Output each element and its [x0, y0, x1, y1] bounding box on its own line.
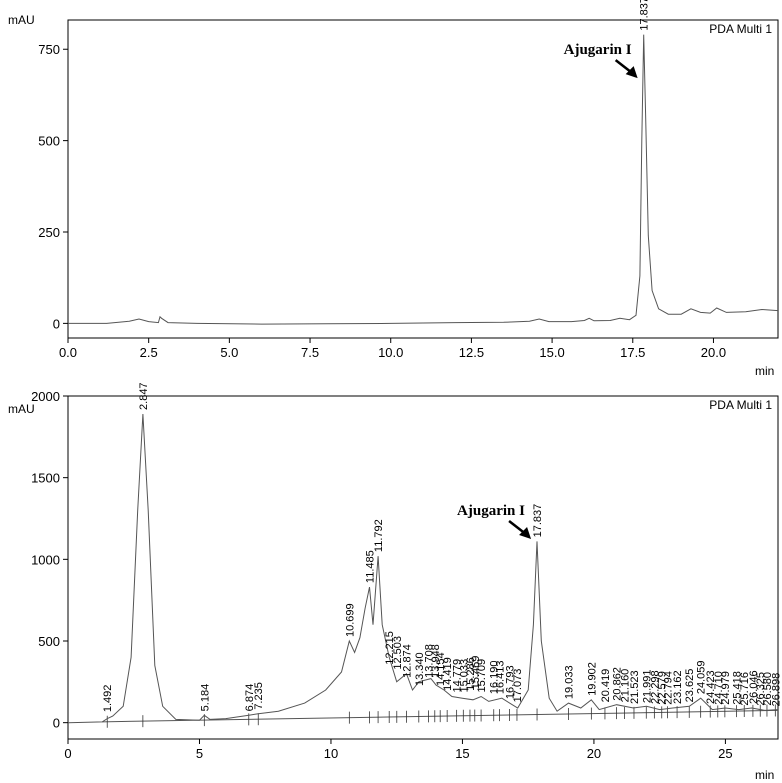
peak-retention-label: 5.184 — [199, 684, 211, 712]
y-unit-label: mAU — [8, 13, 35, 27]
peak-retention-label: 17.837 — [639, 0, 651, 31]
x-tick-label: 12.5 — [459, 345, 484, 360]
peak-retention-label: 7.235 — [253, 682, 265, 710]
compound-annotation: Ajugarin I — [564, 42, 638, 79]
y-ticks: 0 500 1000 1500 2000 — [31, 389, 68, 731]
x-tick-label: 7.5 — [301, 345, 319, 360]
y-tick-label: 250 — [38, 225, 60, 240]
y-tick-label: 500 — [38, 634, 60, 649]
y-ticks: 0 250 500 750 — [38, 42, 68, 331]
x-tick-label: 5.0 — [220, 345, 238, 360]
peak-retention-label: 6.874 — [244, 684, 256, 712]
y-tick-label: 500 — [38, 134, 60, 149]
x-tick-label: 0.0 — [59, 345, 77, 360]
y-tick-label: 0 — [53, 316, 60, 331]
x-unit-label: min — [755, 364, 774, 378]
peak-retention-label: 1.492 — [102, 685, 114, 713]
chromatogram-trace — [67, 413, 779, 724]
peak-retention-label: 22.794 — [662, 671, 674, 705]
annotation-label: Ajugarin I — [564, 42, 632, 58]
peak-retention-label: 17.073 — [512, 669, 524, 703]
peak-retention-label: 21.523 — [629, 670, 641, 704]
peak-retention-label: 16.793 — [505, 665, 517, 699]
plot-frame — [67, 395, 779, 740]
x-tick-label: 15 — [455, 746, 469, 761]
y-unit-label: mAU — [8, 402, 35, 416]
detector-tag: PDA Multi 1 — [709, 22, 772, 36]
x-tick-label: 5 — [196, 746, 203, 761]
peak-retention-label: 2.847 — [138, 382, 150, 410]
y-tick-label: 0 — [53, 716, 60, 731]
peak-retention-label: 16.413 — [495, 661, 507, 695]
peak-retention-label: 13.948 — [430, 644, 442, 678]
x-tick-label: 0 — [64, 746, 71, 761]
peak-retention-label: 12.874 — [402, 644, 414, 678]
integration-markers — [102, 704, 779, 728]
y-tick-label: 2000 — [31, 389, 60, 404]
peak-retention-label: 19.033 — [563, 665, 575, 699]
peak-retention-label: 21.991 — [641, 669, 653, 703]
detector-tag: PDA Multi 1 — [709, 398, 772, 412]
x-tick-label: 2.5 — [140, 345, 158, 360]
x-tick-label: 10 — [324, 746, 338, 761]
x-unit-label: min — [755, 768, 774, 782]
peak-retention-label: 23.162 — [672, 670, 684, 704]
peak-retention-label: 23.625 — [684, 669, 696, 703]
chromatogram-panel-bottom: mAU min PDA Multi 1 0 5 10 15 20 25 0 500 1000 1… — [8, 382, 782, 782]
y-tick-label: 1500 — [31, 471, 60, 486]
arrowhead-icon — [625, 66, 638, 79]
arrowhead-icon — [519, 527, 532, 539]
peak-retention-label: 11.485 — [364, 550, 376, 583]
peak-retention-label: 15.286 — [465, 657, 477, 691]
x-tick-label: 10.0 — [378, 345, 403, 360]
peak-retention-label: 14.419 — [442, 657, 454, 691]
plot-frame — [67, 19, 779, 339]
peak-retention-label: 15.709 — [476, 659, 488, 693]
peak-retention-label: 26.325 — [755, 672, 767, 706]
x-ticks: 0.0 2.5 5.0 7.5 10.0 12.5 15.0 17.5 20.0 — [59, 338, 726, 360]
peak-retention-label: 20.419 — [600, 669, 612, 703]
peak-retention-label: 24.059 — [696, 661, 708, 695]
peak-retention-label: 17.837 — [532, 504, 544, 538]
peak-retention-label: 26.580 — [762, 672, 774, 706]
annotation-label: Ajugarin I — [457, 503, 525, 519]
peak-labels: 17.837 — [639, 0, 651, 31]
peak-retention-label: 24.979 — [720, 671, 732, 705]
y-tick-label: 1000 — [31, 552, 60, 567]
peak-retention-label: 25.418 — [731, 671, 743, 705]
compound-annotation: Ajugarin I — [457, 503, 532, 539]
peak-retention-label: 22.298 — [649, 670, 661, 704]
peak-retention-label: 26.898 — [770, 673, 782, 707]
x-tick-label: 25 — [718, 746, 732, 761]
peak-retention-label: 16.190 — [489, 661, 501, 695]
peak-retention-label: 15.469 — [470, 656, 482, 690]
peak-retention-label: 25.716 — [739, 672, 751, 706]
peak-retention-label: 13.340 — [414, 652, 426, 686]
peak-retention-label: 24.423 — [705, 670, 717, 704]
peak-retention-label: 24.710 — [713, 671, 725, 705]
peak-retention-label: 20.862 — [612, 667, 624, 701]
x-tick-label: 20 — [587, 746, 601, 761]
peak-retention-label: 22.579 — [657, 671, 669, 705]
peak-retention-label: 14.779 — [452, 659, 464, 693]
peak-retention-label: 21.160 — [619, 669, 631, 703]
peak-retention-label: 26.046 — [748, 670, 760, 704]
x-tick-label: 17.5 — [620, 345, 645, 360]
x-ticks: 0 5 10 15 20 25 — [64, 739, 733, 761]
peak-retention-label: 12.215 — [384, 631, 396, 665]
chromatogram-trace — [68, 34, 779, 325]
peak-retention-label: 19.902 — [586, 662, 598, 696]
peak-retention-label: 15.033 — [458, 659, 470, 693]
peak-retention-label: 10.699 — [344, 603, 356, 637]
peak-retention-label: 14.154 — [435, 652, 447, 686]
chromatogram-panel-top: mAU min PDA Multi 1 0.0 2.5 5.0 7.5 10.0 12.5… — [8, 0, 779, 378]
peak-retention-label: 11.792 — [373, 519, 385, 552]
x-tick-label: 15.0 — [539, 345, 564, 360]
peak-retention-label: 13.708 — [423, 644, 435, 678]
x-tick-label: 20.0 — [701, 345, 726, 360]
peak-retention-label: 12.503 — [392, 636, 404, 670]
y-tick-label: 750 — [38, 42, 60, 57]
